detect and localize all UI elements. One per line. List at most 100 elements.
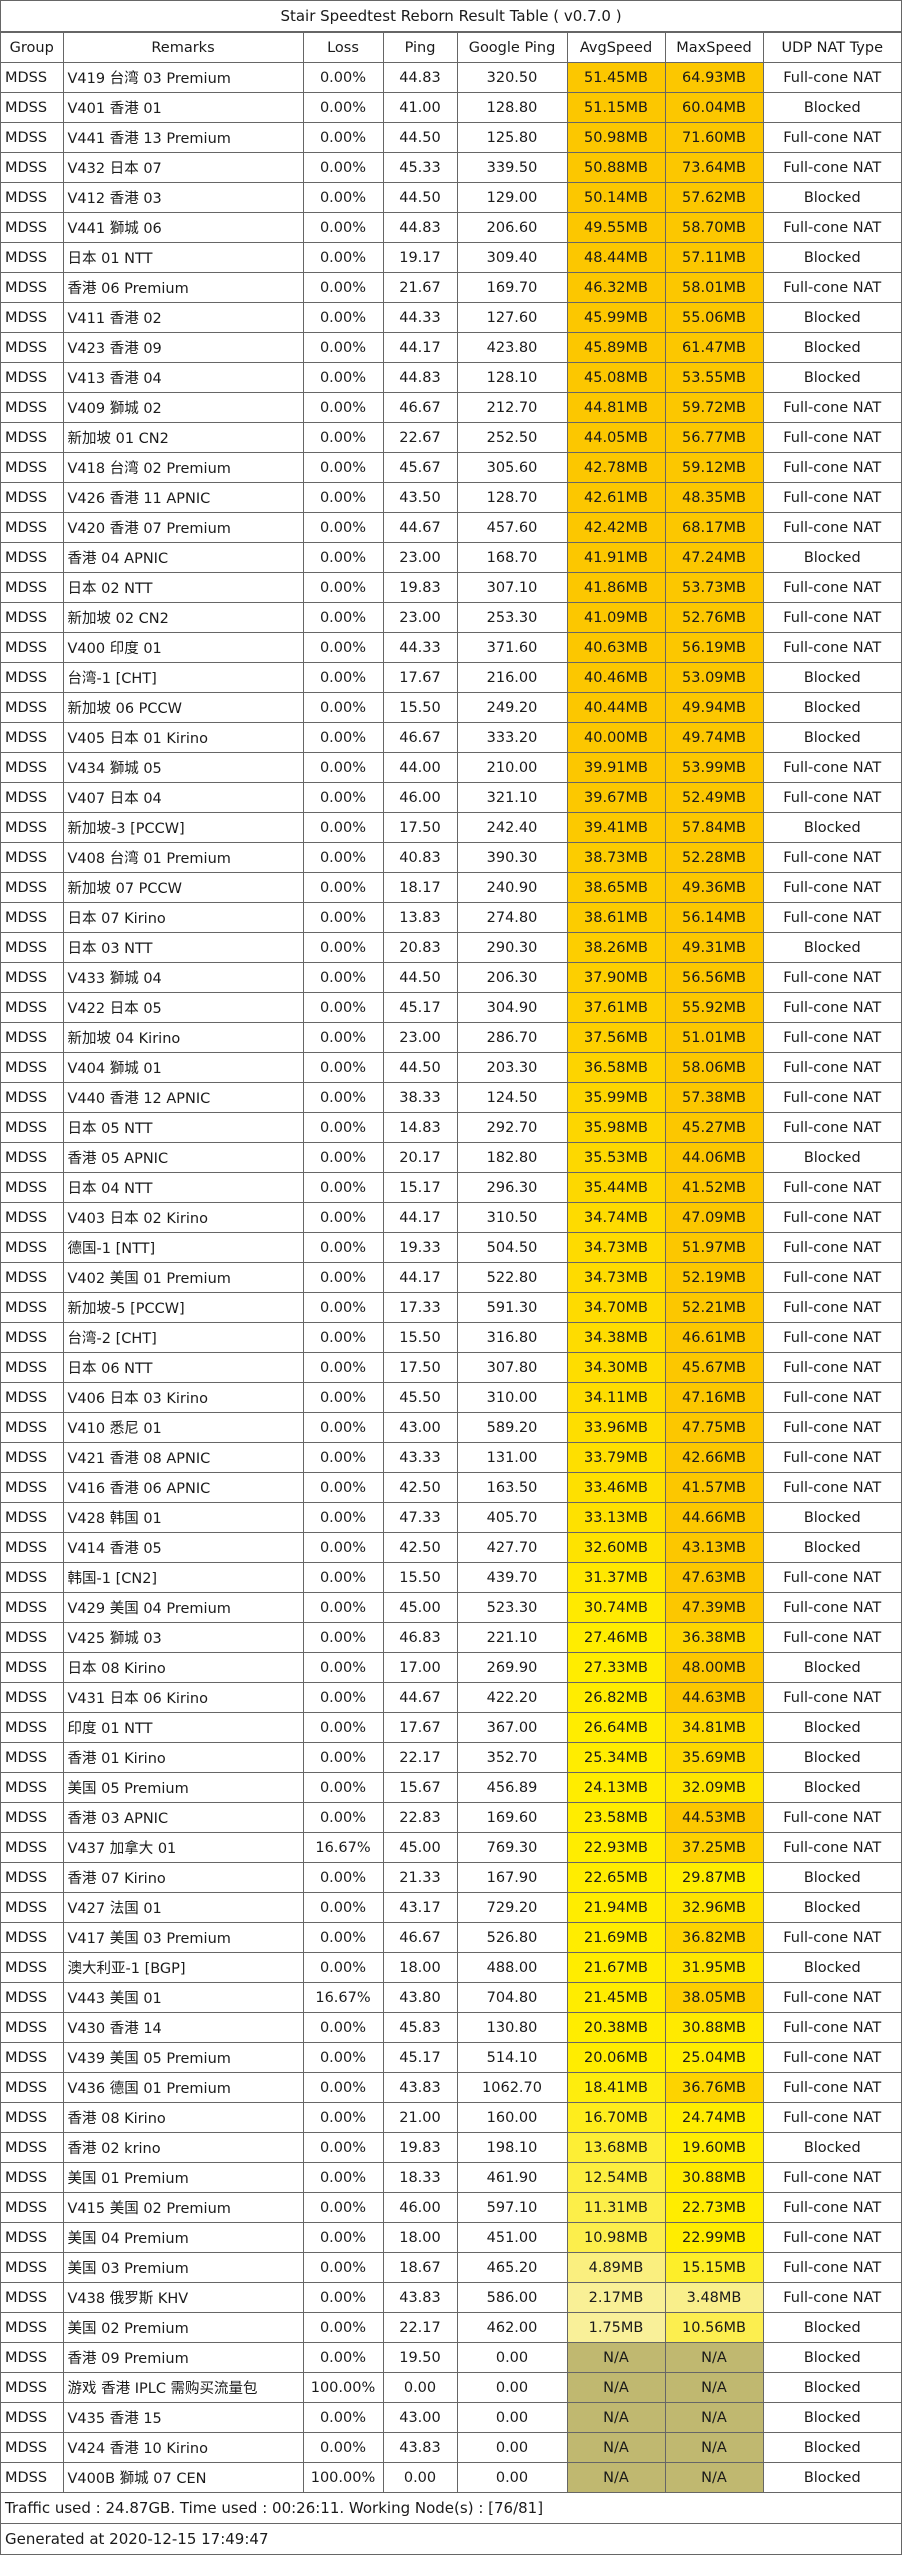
cell-avg-speed: 21.94MB	[566, 1892, 666, 1923]
cell-ping: 46.67	[382, 1922, 458, 1953]
cell-udp-nat: Blocked	[762, 1952, 901, 1983]
table-row: MDSS V426 香港 11 APNIC 0.00% 43.50 128.70 42.6…	[1, 482, 901, 513]
cell-group: MDSS	[1, 1772, 64, 1803]
cell-google-ping: 423.80	[456, 332, 568, 363]
table-row: MDSS V406 日本 03 Kirino 0.00% 45.50 310.00 34.…	[1, 1382, 901, 1413]
cell-group: MDSS	[1, 422, 64, 453]
cell-remarks: V405 日本 01 Kirino	[62, 722, 304, 753]
table-row: MDSS 澳大利亚-1 [BGP] 0.00% 18.00 488.00 21.67MB 3…	[1, 1952, 901, 1983]
table-row: MDSS V443 美国 01 16.67% 43.80 704.80 21.45MB 38…	[1, 1982, 901, 2013]
cell-ping: 44.67	[382, 1682, 458, 1713]
cell-group: MDSS	[1, 1532, 64, 1563]
cell-google-ping: 160.00	[456, 2102, 568, 2133]
cell-udp-nat: Full-cone NAT	[762, 1022, 901, 1053]
cell-udp-nat: Full-cone NAT	[762, 2042, 901, 2073]
cell-max-speed: 59.72MB	[664, 392, 764, 423]
cell-remarks: 日本 02 NTT	[62, 572, 304, 603]
cell-udp-nat: Blocked	[762, 1772, 901, 1803]
cell-loss: 0.00%	[302, 2192, 384, 2223]
cell-ping: 22.17	[382, 2312, 458, 2343]
cell-avg-speed: 24.13MB	[566, 1772, 666, 1803]
cell-loss: 100.00%	[302, 2462, 384, 2493]
cell-ping: 44.17	[382, 1262, 458, 1293]
cell-loss: 0.00%	[302, 1322, 384, 1353]
cell-remarks: V441 獅城 06	[62, 212, 304, 243]
cell-remarks: V440 香港 12 APNIC	[62, 1082, 304, 1113]
cell-avg-speed: 30.74MB	[566, 1592, 666, 1623]
cell-google-ping: 131.00	[456, 1442, 568, 1473]
cell-google-ping: 371.60	[456, 632, 568, 663]
cell-remarks: 香港 08 Kirino	[62, 2102, 304, 2133]
cell-group: MDSS	[1, 1832, 64, 1863]
cell-max-speed: 41.57MB	[664, 1472, 764, 1503]
cell-udp-nat: Full-cone NAT	[762, 1412, 901, 1443]
cell-loss: 0.00%	[302, 812, 384, 843]
cell-udp-nat: Blocked	[762, 92, 901, 123]
cell-max-speed: 51.01MB	[664, 1022, 764, 1053]
cell-group: MDSS	[1, 1922, 64, 1953]
cell-remarks: 香港 07 Kirino	[62, 1862, 304, 1893]
cell-google-ping: 310.50	[456, 1202, 568, 1233]
cell-max-speed: 71.60MB	[664, 122, 764, 153]
cell-group: MDSS	[1, 1082, 64, 1113]
cell-loss: 0.00%	[302, 1862, 384, 1893]
cell-avg-speed: 42.42MB	[566, 512, 666, 543]
cell-avg-speed: N/A	[566, 2372, 666, 2403]
cell-udp-nat: Full-cone NAT	[762, 1982, 901, 2013]
table-row: MDSS V401 香港 01 0.00% 41.00 128.80 51.15MB 60.…	[1, 92, 901, 123]
cell-loss: 0.00%	[302, 152, 384, 183]
cell-udp-nat: Blocked	[762, 722, 901, 753]
col-ping-header: Ping	[382, 32, 458, 63]
cell-loss: 0.00%	[302, 1682, 384, 1713]
cell-udp-nat: Full-cone NAT	[762, 62, 901, 93]
cell-avg-speed: 34.73MB	[566, 1262, 666, 1293]
cell-google-ping: 390.30	[456, 842, 568, 873]
cell-avg-speed: 34.38MB	[566, 1322, 666, 1353]
cell-loss: 0.00%	[302, 1922, 384, 1953]
cell-ping: 44.83	[382, 362, 458, 393]
cell-loss: 0.00%	[302, 752, 384, 783]
cell-google-ping: 514.10	[456, 2042, 568, 2073]
table-row: MDSS 香港 09 Premium 0.00% 19.50 0.00 N/A N/A Blo…	[1, 2342, 901, 2373]
cell-ping: 17.67	[382, 662, 458, 693]
cell-google-ping: 290.30	[456, 932, 568, 963]
cell-remarks: 日本 04 NTT	[62, 1172, 304, 1203]
cell-group: MDSS	[1, 1652, 64, 1683]
cell-udp-nat: Blocked	[762, 812, 901, 843]
cell-ping: 46.00	[382, 2192, 458, 2223]
cell-avg-speed: 44.81MB	[566, 392, 666, 423]
cell-group: MDSS	[1, 2462, 64, 2493]
cell-group: MDSS	[1, 2132, 64, 2163]
cell-google-ping: 128.70	[456, 482, 568, 513]
cell-avg-speed: 39.67MB	[566, 782, 666, 813]
cell-loss: 0.00%	[302, 2222, 384, 2253]
cell-max-speed: 52.76MB	[664, 602, 764, 633]
cell-avg-speed: 13.68MB	[566, 2132, 666, 2163]
cell-remarks: V435 香港 15	[62, 2402, 304, 2433]
table-row: MDSS V428 韩国 01 0.00% 47.33 405.70 33.13MB 44.…	[1, 1502, 901, 1533]
cell-udp-nat: Full-cone NAT	[762, 992, 901, 1023]
cell-max-speed: 44.66MB	[664, 1502, 764, 1533]
cell-group: MDSS	[1, 242, 64, 273]
cell-remarks: 新加坡-3 [PCCW]	[62, 812, 304, 843]
cell-max-speed: 43.13MB	[664, 1532, 764, 1563]
cell-avg-speed: 34.74MB	[566, 1202, 666, 1233]
cell-ping: 44.33	[382, 632, 458, 663]
cell-group: MDSS	[1, 212, 64, 243]
cell-max-speed: 49.31MB	[664, 932, 764, 963]
cell-remarks: V439 美国 05 Premium	[62, 2042, 304, 2073]
cell-max-speed: 57.62MB	[664, 182, 764, 213]
table-row: MDSS V429 美国 04 Premium 0.00% 45.00 523.30 30…	[1, 1592, 901, 1623]
cell-ping: 44.83	[382, 62, 458, 93]
cell-udp-nat: Full-cone NAT	[762, 1592, 901, 1623]
cell-group: MDSS	[1, 1172, 64, 1203]
header-row: Group Remarks Loss Ping Google Ping AvgS…	[1, 32, 901, 63]
cell-udp-nat: Full-cone NAT	[762, 2012, 901, 2043]
cell-ping: 17.50	[382, 1352, 458, 1383]
cell-remarks: 新加坡 04 Kirino	[62, 1022, 304, 1053]
cell-remarks: V401 香港 01	[62, 92, 304, 123]
cell-group: MDSS	[1, 1592, 64, 1623]
cell-google-ping: 522.80	[456, 1262, 568, 1293]
table-row: MDSS V409 獅城 02 0.00% 46.67 212.70 44.81MB 59.…	[1, 392, 901, 423]
cell-avg-speed: 2.17MB	[566, 2282, 666, 2313]
